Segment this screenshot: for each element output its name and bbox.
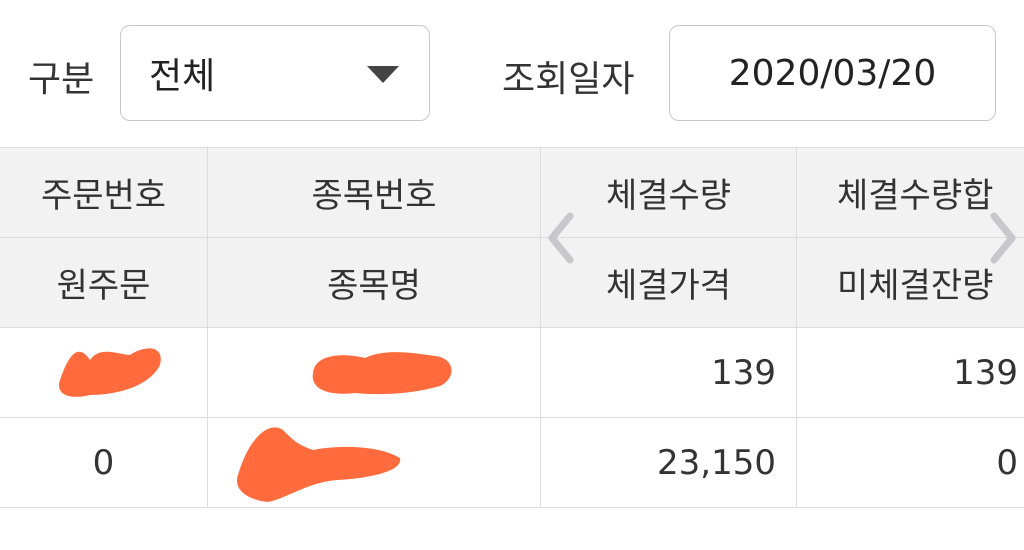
unfilled-qty-cell: 0 [996, 442, 1018, 483]
header-exec-qty-sum: 체결수량합 [837, 176, 994, 216]
header-stock-code: 종목번호 [208, 148, 541, 237]
header-stock-name: 종목명 [208, 238, 541, 327]
dropdown-arrow-icon [367, 66, 399, 83]
header-exec-qty: 체결수량 [541, 148, 797, 237]
header-original-order: 원주문 [0, 238, 208, 327]
divider [0, 147, 1024, 148]
date-input[interactable]: 2020/03/20 [669, 25, 996, 121]
exec-price-cell: 23,150 [541, 418, 797, 507]
header-row-1: 주문번호 종목번호 체결수량 체결수량합 [0, 148, 1024, 238]
stock-name-cell [208, 418, 541, 507]
category-select[interactable]: 전체 [120, 25, 430, 121]
redaction-scribble [312, 352, 452, 395]
header-unfilled-qty: 미체결잔량 [837, 266, 994, 306]
category-select-value: 전체 [149, 56, 216, 97]
header-order-no: 주문번호 [0, 148, 208, 237]
date-label: 조회일자 [502, 59, 635, 100]
table-row[interactable]: 0 23,150 0 [0, 418, 1024, 508]
exec-qty-sum-cell: 139 [953, 352, 1018, 393]
redaction-scribble [237, 427, 401, 502]
execution-table: 주문번호 종목번호 체결수량 체결수량합 원주문 종목명 체결가격 미체결잔량 … [0, 148, 1024, 508]
exec-qty-cell: 139 [541, 328, 797, 417]
scroll-right-chevron-icon[interactable] [988, 212, 1018, 264]
header-exec-price: 체결가격 [541, 238, 797, 327]
header-row-2: 원주문 종목명 체결가격 미체결잔량 [0, 238, 1024, 328]
date-value: 2020/03/20 [728, 52, 937, 94]
scroll-left-chevron-icon[interactable] [546, 212, 576, 264]
stock-code-cell [208, 328, 541, 417]
table-row[interactable]: 139 139 [0, 328, 1024, 418]
original-order-cell: 0 [0, 418, 208, 507]
order-no-cell [0, 328, 208, 417]
category-label: 구분 [28, 59, 95, 100]
redaction-scribble [59, 348, 161, 397]
